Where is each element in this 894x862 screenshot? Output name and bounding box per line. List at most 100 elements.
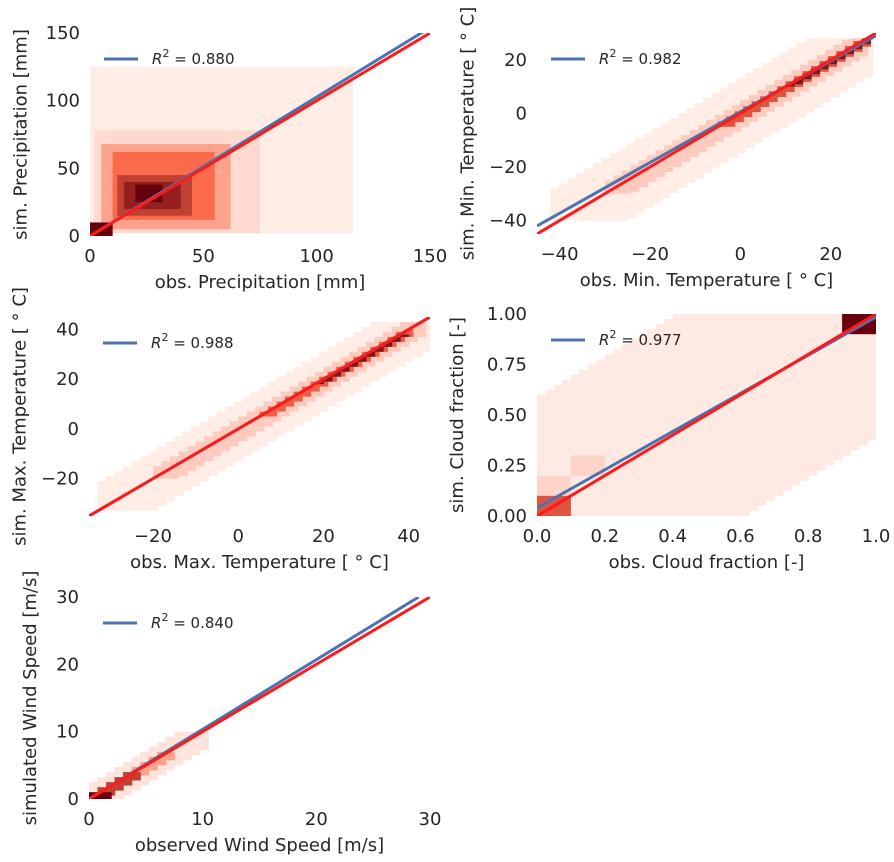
x-tick-label: −40: [541, 244, 579, 265]
heatmap-cell: [152, 466, 163, 479]
heatmap-cell: [545, 389, 555, 516]
legend-label: R2 = 0.982: [599, 47, 681, 68]
x-tick-label: 1.0: [862, 526, 891, 547]
heatmap-cell: [655, 150, 665, 178]
heatmap-cell: [808, 314, 818, 476]
y-tick-label: 0.00: [487, 506, 527, 527]
heatmap-cell: [774, 314, 784, 496]
heatmap-cell: [417, 321, 427, 337]
subplot-4: 0.0 0.2 0.4 0.6 0.8 1.0 0.00 0.25 0.50 0.75 1.00 ob…: [447, 304, 890, 573]
heatmap-cell: [97, 481, 107, 512]
heatmap-cell: [579, 369, 589, 516]
heatmap-cell: [647, 155, 657, 183]
heatmap-cell: [726, 116, 736, 127]
legend-label: R2 = 0.840: [151, 611, 233, 632]
heatmap-cell: [323, 376, 333, 382]
x-tick-label: 30: [419, 809, 442, 830]
y-axis-label: sim. Cloud fraction [-]: [447, 317, 468, 513]
heatmap-cell: [757, 314, 767, 506]
heatmap-cell: [584, 168, 594, 221]
heatmap-cell: [768, 91, 778, 103]
identity-line: [537, 33, 876, 234]
x-tick-label: 0: [84, 246, 95, 267]
y-tick-label: 0: [69, 226, 80, 247]
plot-area: [90, 33, 430, 236]
heatmap-cell: [106, 476, 116, 512]
legend-label: R2 = 0.880: [152, 47, 234, 68]
heatmap-cell: [187, 446, 197, 472]
x-axis-label: obs. Min. Temperature [ ° C]: [580, 270, 833, 291]
heatmap-cell: [268, 406, 278, 417]
identity-line: [537, 314, 876, 516]
x-tick-label: 0.0: [523, 526, 552, 547]
x-tick-label: 20: [819, 244, 842, 265]
heatmap-cell: [174, 731, 184, 766]
x-tick-label: 20: [305, 809, 328, 830]
x-tick-label: 0: [232, 526, 243, 547]
heatmap-cell: [596, 359, 606, 516]
heatmap-cell: [681, 135, 691, 162]
legend: R2 = 0.977: [551, 328, 681, 349]
x-tick-label: 0.4: [658, 526, 687, 547]
x-tick-label: 150: [413, 246, 447, 267]
heatmap-cell: [567, 178, 577, 221]
y-tick-label: 20: [504, 50, 527, 71]
identity-line: [90, 33, 430, 236]
plot-area: [537, 33, 876, 234]
heatmap-cell: [357, 356, 367, 362]
heatmap-cell: [630, 339, 640, 516]
heatmap-cell: [195, 441, 205, 467]
identity-line: [89, 317, 430, 516]
heatmap-cell: [731, 314, 741, 516]
heatmap-cell: [802, 73, 812, 80]
legend: R2 = 0.988: [103, 331, 233, 352]
heatmap-cell: [664, 145, 674, 173]
heatmap-cell: [114, 471, 124, 512]
heatmap-cell: [842, 314, 852, 456]
heatmap-cell: [570, 455, 605, 476]
heatmap-cell: [621, 344, 631, 516]
y-axis-label: sim. Precipitation [mm]: [11, 29, 32, 240]
heatmap-cell: [212, 431, 222, 457]
heatmap-cell: [157, 751, 167, 766]
heatmap-cell: [246, 411, 256, 437]
plot-area: [89, 317, 430, 516]
heatmap-cell: [199, 731, 209, 751]
heatmap-cell: [689, 130, 699, 157]
x-tick-label: 50: [192, 246, 215, 267]
heatmap-cell: [148, 451, 158, 512]
heatmap-cell: [811, 68, 821, 75]
x-tick-label: 0: [83, 809, 94, 830]
y-tick-label: 20: [56, 654, 79, 675]
y-axis-label: simulated Wind Speed [m/s]: [20, 571, 41, 826]
heatmap-cell: [123, 772, 133, 786]
heatmap-cell: [204, 436, 214, 462]
heatmap-cell: [816, 314, 826, 471]
heatmap-cell: [681, 314, 691, 516]
heatmap-cell: [791, 314, 801, 486]
heatmap-cell: [182, 731, 192, 761]
heatmap-cell: [672, 140, 682, 167]
y-tick-label: 0: [68, 789, 79, 810]
y-tick-label: 0: [68, 419, 79, 440]
heatmap-cell: [760, 96, 770, 108]
heatmap-cell: [391, 336, 401, 342]
x-axis-label: observed Wind Speed [m/s]: [135, 835, 384, 856]
x-axis-label: obs. Max. Temperature [ ° C]: [130, 552, 389, 573]
heatmap-cell: [638, 160, 648, 188]
heatmap-cell: [374, 346, 384, 352]
y-tick-label: 0.75: [487, 355, 527, 376]
heatmap-cell: [855, 38, 865, 83]
heatmap-cell: [421, 321, 430, 352]
heatmap-cell: [131, 461, 141, 512]
heatmap-cell: [221, 426, 231, 452]
x-axis-label: obs. Cloud fraction [-]: [609, 552, 805, 573]
y-tick-label: −40: [489, 211, 527, 232]
heatmap-cell: [537, 394, 547, 516]
heatmap-cell: [131, 772, 141, 781]
identity-line: [89, 597, 430, 799]
heatmap-cell: [723, 314, 733, 516]
x-tick-label: 0.2: [590, 526, 619, 547]
subplot-3: −20 0 20 40 −20 0 20 40 obs. Max. Temperature [ …: [10, 287, 430, 573]
